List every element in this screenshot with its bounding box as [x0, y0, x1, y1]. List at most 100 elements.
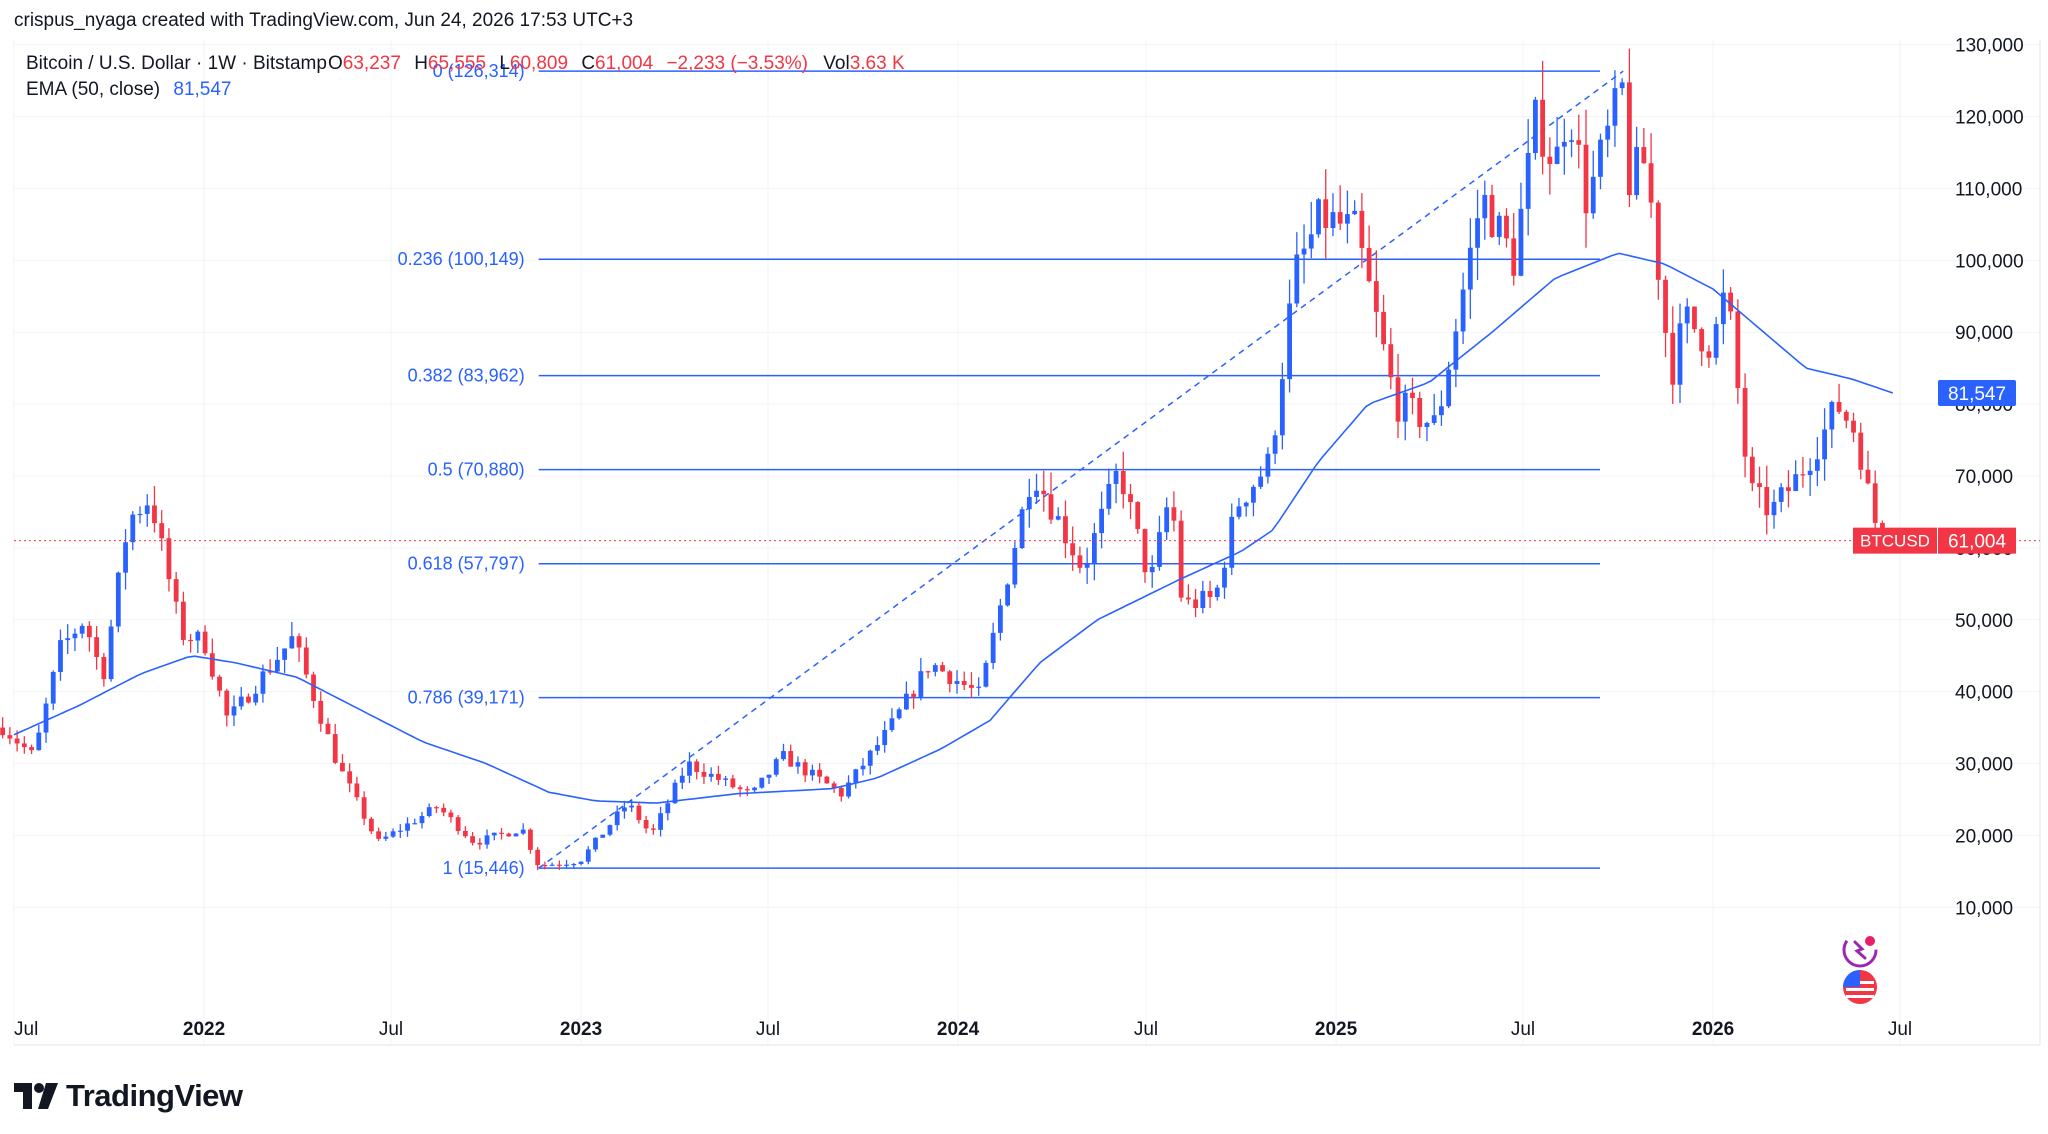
legend-ema: EMA (50, close) 81,547 — [26, 79, 232, 100]
fib-level-label: 0.786 (39,171) — [408, 688, 525, 708]
candle — [1619, 78, 1625, 95]
tradingview-logo-icon — [14, 1083, 58, 1109]
candle — [1084, 547, 1090, 584]
candle — [802, 758, 808, 782]
candle — [846, 775, 851, 799]
candle — [665, 799, 671, 821]
candle — [983, 660, 989, 688]
candle — [296, 633, 302, 662]
fib-level-label: 0.236 (100,149) — [398, 249, 525, 269]
sparkle-icon[interactable] — [1842, 932, 1878, 968]
candle — [1005, 583, 1011, 607]
candle — [217, 674, 222, 697]
candle — [1164, 497, 1170, 540]
candle — [1663, 275, 1668, 358]
candle — [687, 752, 692, 783]
chart-grid — [13, 40, 2040, 1045]
candle — [1229, 503, 1235, 575]
candle — [462, 826, 468, 839]
candle — [542, 861, 548, 870]
candle — [1829, 400, 1835, 449]
time-tick-label: 2022 — [183, 1019, 225, 1040]
price-tick-label: 50,000 — [1955, 611, 2013, 632]
candle — [1099, 491, 1105, 549]
price-tick-label: 100,000 — [1955, 251, 2024, 272]
candle — [260, 664, 266, 703]
candle — [1655, 200, 1661, 300]
candle — [376, 827, 381, 842]
price-tick-label: 30,000 — [1955, 755, 2013, 776]
candle — [875, 736, 880, 756]
candle — [969, 672, 974, 698]
candle — [1272, 430, 1278, 465]
candle — [766, 774, 772, 785]
candle — [636, 802, 642, 824]
candle — [1533, 96, 1538, 160]
candle — [1120, 451, 1126, 509]
candle — [1453, 318, 1459, 388]
candle — [1128, 483, 1133, 520]
candle — [954, 670, 960, 694]
candle — [1055, 507, 1061, 521]
candle — [752, 786, 757, 793]
candle — [903, 681, 909, 711]
candle — [1590, 150, 1596, 219]
tradingview-footer[interactable]: TradingView — [14, 1078, 243, 1114]
time-tick-label: 2023 — [560, 1019, 602, 1040]
candle — [397, 824, 403, 838]
candle — [1793, 460, 1799, 492]
candle — [1157, 515, 1162, 571]
candle — [144, 494, 150, 527]
candle — [535, 847, 541, 871]
time-tick-label: Jul — [14, 1019, 38, 1040]
candle — [137, 506, 143, 524]
candle — [1135, 501, 1141, 534]
candle — [1757, 466, 1762, 508]
time-tick-label: 2026 — [1692, 1019, 1734, 1040]
candle — [723, 775, 729, 787]
time-tick-label: 2025 — [1315, 1019, 1358, 1040]
candle — [1142, 528, 1148, 583]
candle — [1222, 561, 1227, 599]
candle — [0, 717, 6, 739]
candle — [853, 768, 859, 789]
chart-byline: crispus_nyaga created with TradingView.c… — [14, 10, 634, 31]
candle — [58, 629, 63, 681]
candle — [173, 571, 179, 614]
svg-text:BTCUSD: BTCUSD — [1860, 532, 1930, 551]
candle — [383, 831, 389, 841]
candle — [578, 861, 584, 866]
candle — [1713, 316, 1719, 365]
candle — [896, 707, 902, 720]
candle — [650, 824, 656, 835]
candle — [246, 693, 251, 704]
candle — [1865, 450, 1871, 485]
candle — [961, 671, 967, 691]
candle — [477, 838, 483, 850]
tradingview-wordmark: TradingView — [66, 1078, 243, 1113]
candle — [1872, 470, 1878, 536]
candle — [152, 486, 157, 533]
candle — [1070, 526, 1076, 571]
last-price-tag: BTCUSD 61,004 — [1853, 527, 2016, 554]
candle — [1041, 470, 1047, 512]
candle — [1626, 48, 1632, 207]
candle — [108, 619, 114, 682]
candle — [1019, 506, 1025, 550]
candle — [1511, 213, 1517, 286]
candle — [506, 832, 512, 837]
candle — [1388, 328, 1394, 390]
candle — [1677, 303, 1683, 403]
candle — [115, 571, 121, 633]
candlestick-series — [0, 48, 1893, 871]
candle — [1431, 393, 1437, 426]
candle — [1424, 421, 1430, 442]
candle — [1171, 491, 1177, 532]
us-flag-icon[interactable] — [1843, 970, 1877, 1004]
candle — [65, 624, 71, 654]
candle — [1561, 118, 1567, 175]
candle — [1063, 500, 1068, 559]
candle — [1301, 224, 1307, 284]
candle — [1149, 555, 1155, 588]
